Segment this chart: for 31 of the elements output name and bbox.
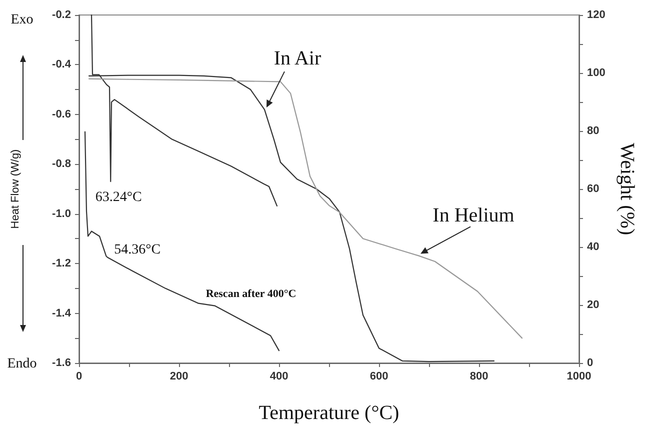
x-tick-label: 600 bbox=[370, 370, 388, 382]
y2-tick-label: 20 bbox=[587, 299, 600, 311]
x-tick-label: 200 bbox=[170, 370, 188, 382]
x-axis-title: Temperature (°C) bbox=[258, 402, 400, 424]
text: Endo bbox=[7, 356, 37, 372]
y-axis-title: Heat Flow (W/g) bbox=[10, 149, 22, 229]
y2-tick-label: 60 bbox=[587, 183, 600, 195]
y-tick-label: -1.0 bbox=[52, 208, 71, 220]
y-tick-label: -1.2 bbox=[52, 258, 71, 270]
y-tick-label: -0.6 bbox=[52, 108, 71, 120]
series-label: In Helium bbox=[432, 204, 515, 227]
y-tick-label: -0.8 bbox=[52, 158, 71, 170]
y-tick-label: -0.4 bbox=[52, 58, 72, 71]
x-tick-label: 1000 bbox=[566, 370, 592, 382]
y-tick-label: -0.2 bbox=[52, 9, 71, 21]
x-tick-label: 800 bbox=[470, 370, 488, 382]
y-tick-label: -1.6 bbox=[52, 357, 71, 369]
y2-tick-label: 120 bbox=[587, 9, 606, 21]
text: Exo bbox=[10, 12, 34, 28]
annotation: 54.36°C bbox=[114, 242, 161, 258]
y2-tick-label: 0 bbox=[587, 357, 594, 369]
x-tick-label: 400 bbox=[270, 370, 288, 382]
x-tick-label: 0 bbox=[76, 370, 82, 382]
y2-axis-title: Weight (%) bbox=[616, 142, 638, 236]
y2-tick-label: 100 bbox=[587, 67, 606, 79]
y-tick-label: -1.4 bbox=[52, 307, 72, 320]
series-label: In Air bbox=[274, 48, 322, 70]
series-label: Rescan after 400°C bbox=[206, 288, 296, 300]
annotation: 63.24°C bbox=[95, 190, 142, 206]
y2-tick-label: 80 bbox=[587, 125, 600, 137]
y2-tick-label: 40 bbox=[587, 241, 600, 253]
